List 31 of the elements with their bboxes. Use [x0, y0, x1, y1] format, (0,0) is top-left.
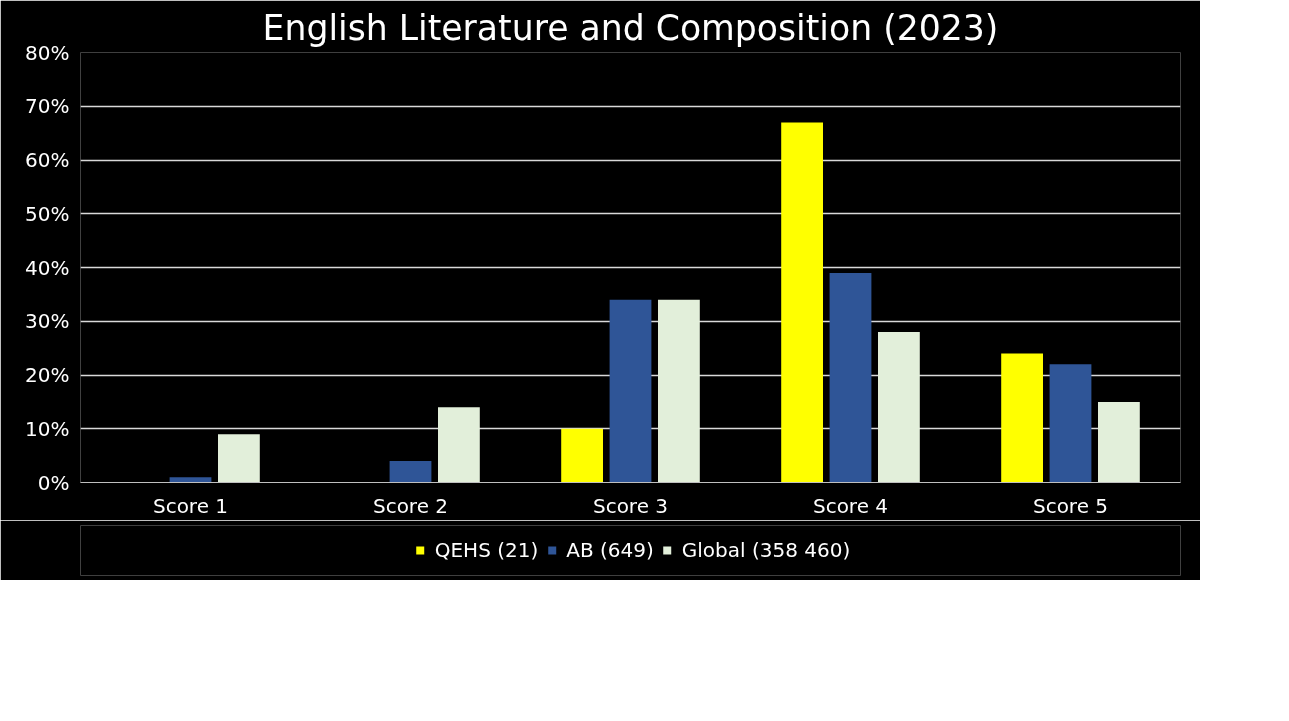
- y-tick-label: 40%: [25, 255, 70, 280]
- legend-label: AB (649): [566, 538, 654, 562]
- y-tick-label: 0%: [37, 470, 70, 495]
- bar: [169, 477, 212, 483]
- bar: [218, 434, 260, 483]
- bar: [609, 299, 652, 483]
- legend-label: Global (358 460): [681, 538, 851, 562]
- bar: [878, 332, 920, 483]
- bar: [658, 299, 700, 483]
- x-tick-label: Score 3: [592, 493, 669, 518]
- chart-title: English Literature and Composition (2023): [262, 7, 999, 48]
- y-tick-label: 80%: [25, 40, 70, 65]
- bar: [389, 461, 432, 483]
- bar: [829, 272, 872, 483]
- legend-label: QEHS (21): [434, 538, 539, 562]
- y-tick-label: 20%: [25, 363, 70, 387]
- bar: [1049, 364, 1092, 483]
- bar: [781, 122, 823, 483]
- x-tick-label: Score 2: [372, 493, 449, 518]
- y-tick-label: 70%: [25, 94, 70, 119]
- y-tick-label: 10%: [25, 416, 70, 441]
- x-tick-label: Score 1: [152, 493, 229, 518]
- y-tick-label: 50%: [25, 201, 70, 226]
- y-tick-label: 30%: [25, 309, 70, 334]
- bar: [438, 407, 480, 483]
- x-tick-label: Score 5: [1032, 493, 1109, 518]
- bar: [561, 428, 603, 483]
- bar: [1001, 353, 1043, 483]
- y-tick-label: 60%: [25, 148, 70, 172]
- x-tick-label: Score 4: [812, 493, 889, 518]
- bar: [1098, 401, 1140, 483]
